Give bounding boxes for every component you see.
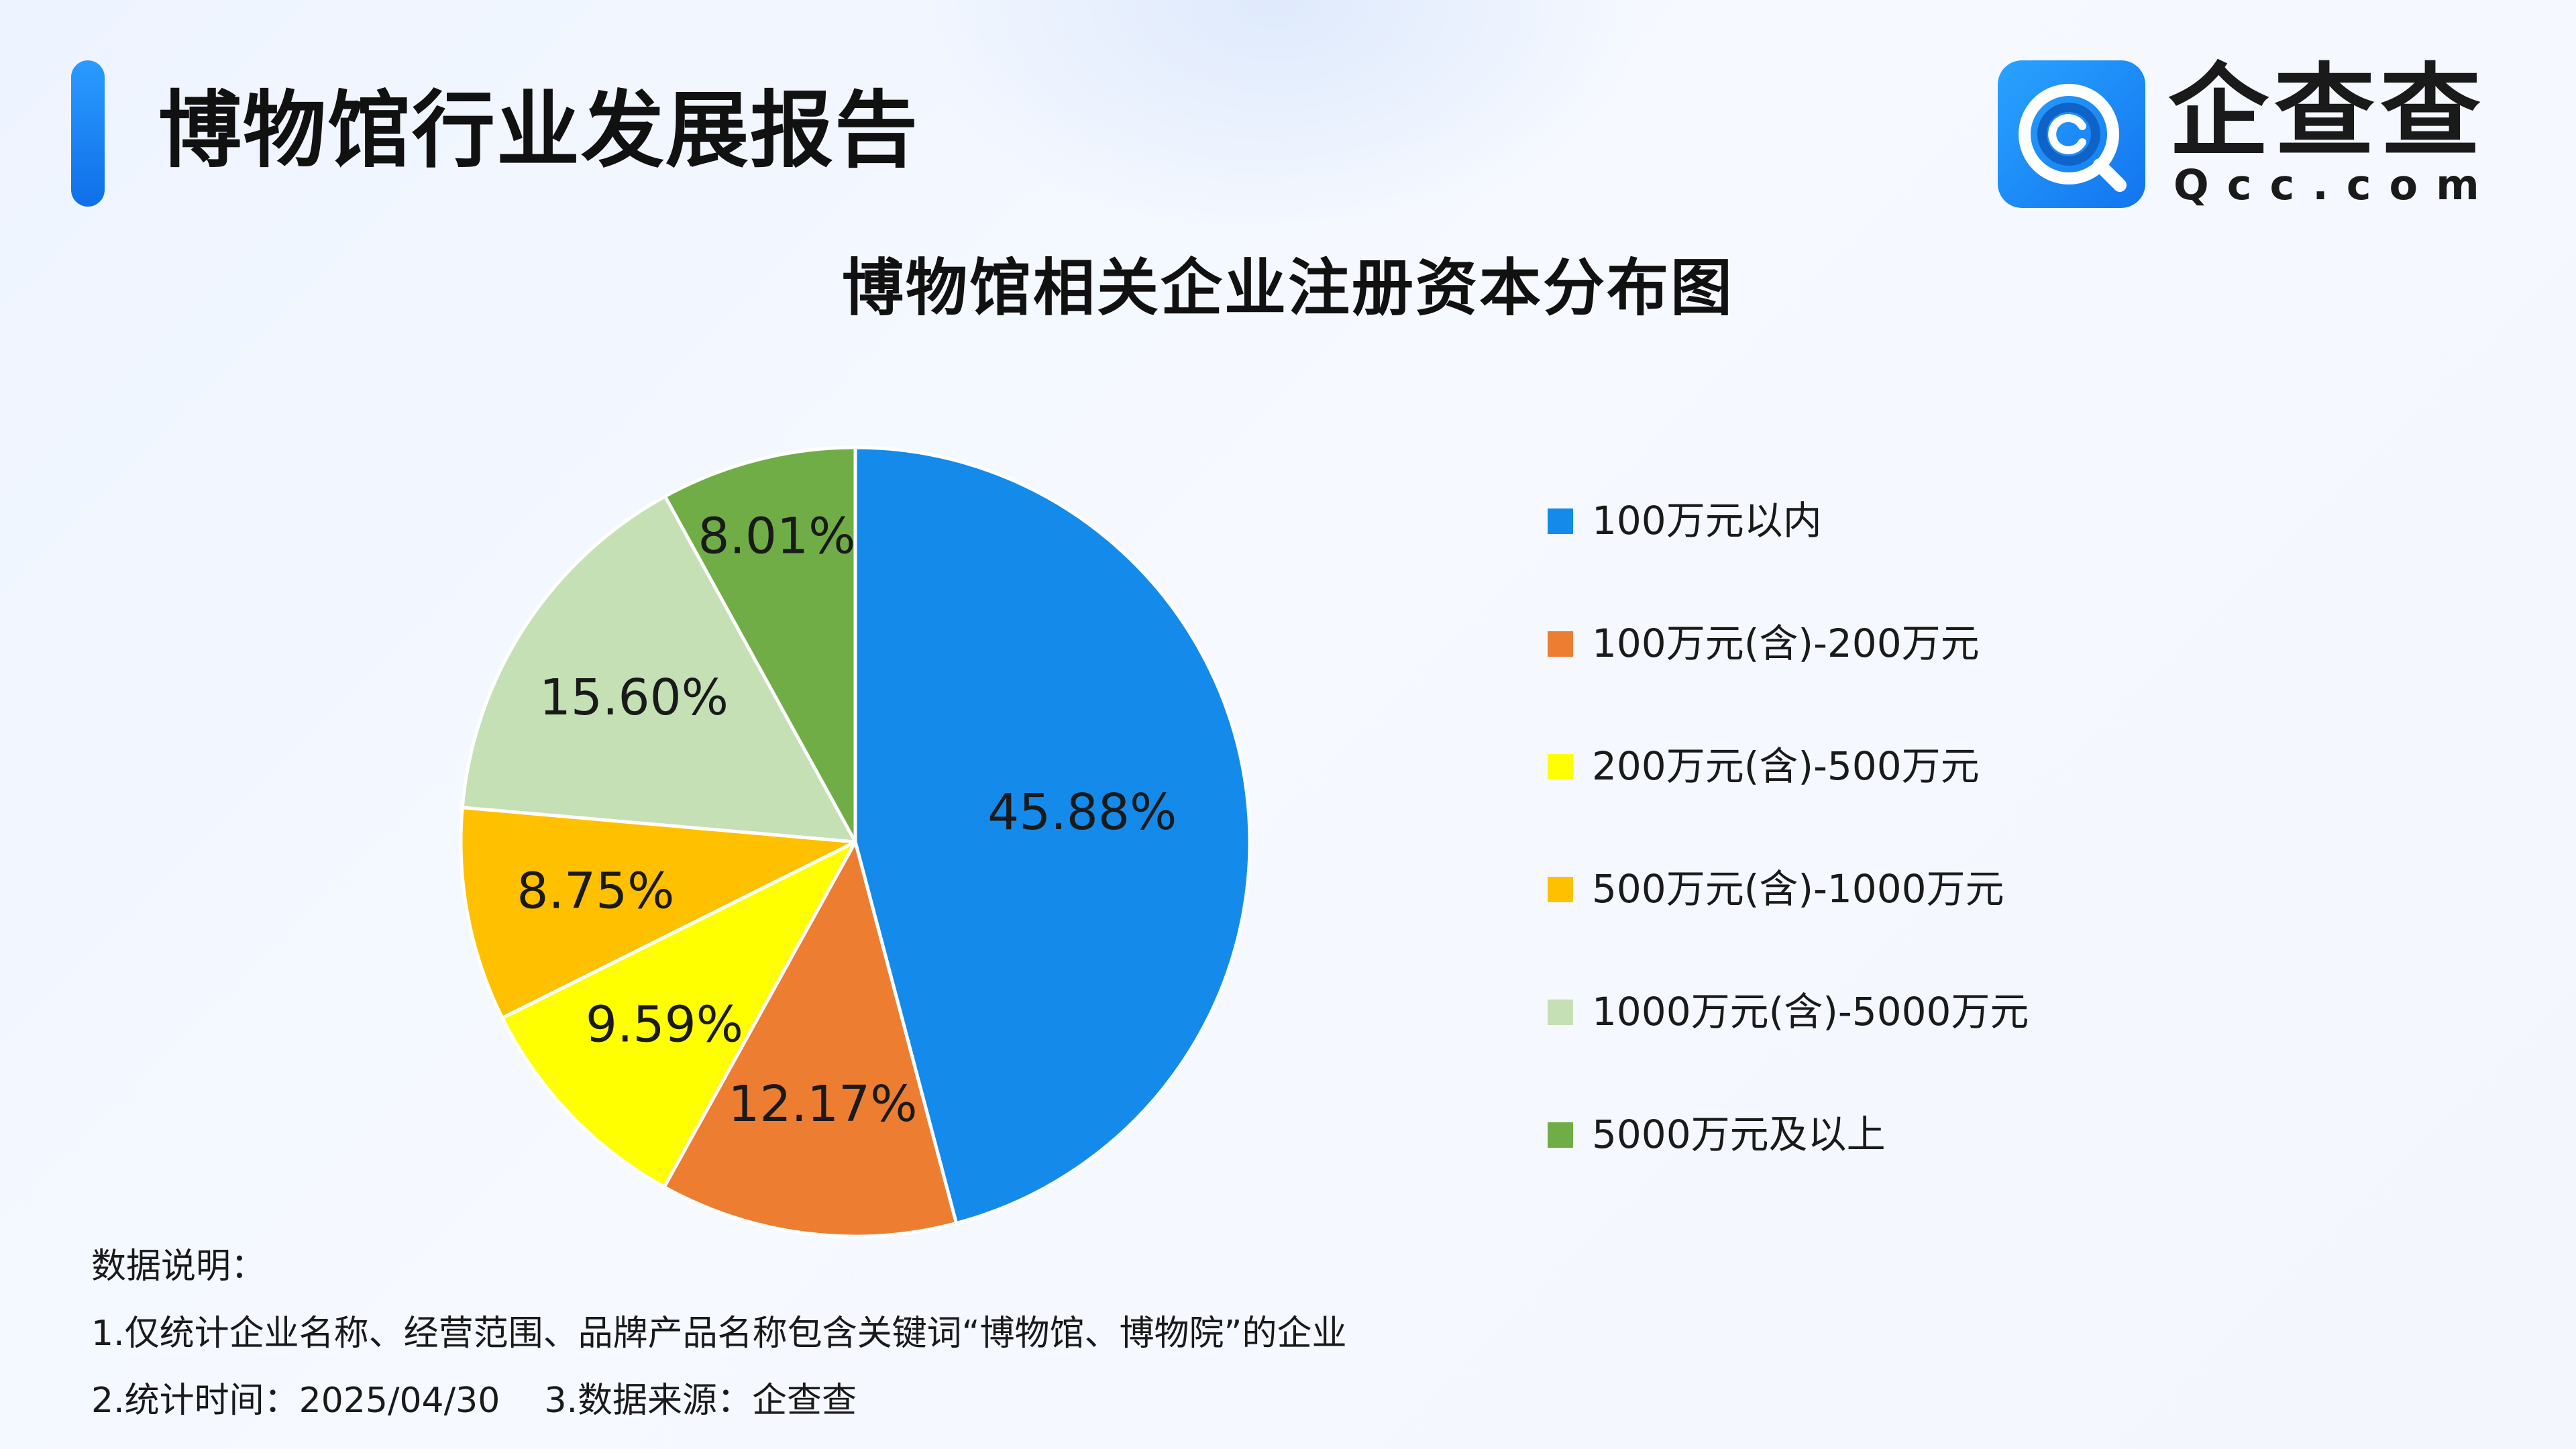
pie-data-label-4: 8.75% <box>517 862 674 920</box>
pie-slice-2 <box>662 840 959 1238</box>
legend-label: 5000万元及以上 <box>1592 1112 1886 1157</box>
legend-label: 100万元(含)-200万元 <box>1592 621 1980 666</box>
pie-data-label-5: 15.60% <box>539 669 729 727</box>
background-glow <box>906 0 1644 235</box>
pie-chart: 45.88% 12.17% 9.59% 8.75% 15.60% 8.01% <box>459 445 1252 1238</box>
legend-swatch <box>1548 754 1573 780</box>
data-notes: 数据说明： 1.仅统计企业名称、经营范围、品牌产品名称包含关键词“博物馆、博物院… <box>91 1233 1347 1434</box>
qcc-logo-icon <box>1998 60 2145 208</box>
legend-swatch <box>1548 631 1573 657</box>
pie-slice-6 <box>663 445 857 844</box>
chart-title: 博物馆相关企业注册资本分布图 <box>841 252 1734 324</box>
pie-slice-1 <box>853 445 1252 1225</box>
legend-label: 200万元(含)-500万元 <box>1592 743 1980 789</box>
pie-slice-5 <box>460 494 857 844</box>
page-title: 博物馆行业发展报告 <box>158 83 920 179</box>
notes-heading: 数据说明： <box>91 1246 266 1287</box>
pie-data-label-2: 12.17% <box>728 1075 917 1133</box>
legend-swatch <box>1548 1000 1573 1025</box>
pie-data-label-3: 9.59% <box>586 996 743 1053</box>
title-accent-bar <box>71 60 105 207</box>
legend-swatch <box>1548 877 1573 902</box>
pie-data-label-6: 8.01% <box>698 507 855 565</box>
legend-swatch <box>1548 508 1573 534</box>
qcc-logo-glyph <box>2019 84 2127 192</box>
legend-swatch <box>1548 1122 1573 1148</box>
legend-label: 100万元以内 <box>1592 498 1822 543</box>
pie-slice-3 <box>500 840 857 1189</box>
pie-data-label-1: 45.88% <box>987 784 1177 841</box>
legend-label: 1000万元(含)-5000万元 <box>1592 989 2029 1034</box>
notes-line-2: 2.统计时间：2025/04/30 3.数据来源：企查查 <box>91 1381 857 1421</box>
logo-name: 企查查 <box>2168 54 2487 170</box>
logo-domain: Qcc.com <box>2174 160 2498 209</box>
notes-line-1: 1.仅统计企业名称、经营范围、品牌产品名称包含关键词“博物馆、博物院”的企业 <box>91 1313 1347 1354</box>
legend-label: 500万元(含)-1000万元 <box>1592 866 2004 912</box>
pie-slice-4 <box>459 806 857 1020</box>
